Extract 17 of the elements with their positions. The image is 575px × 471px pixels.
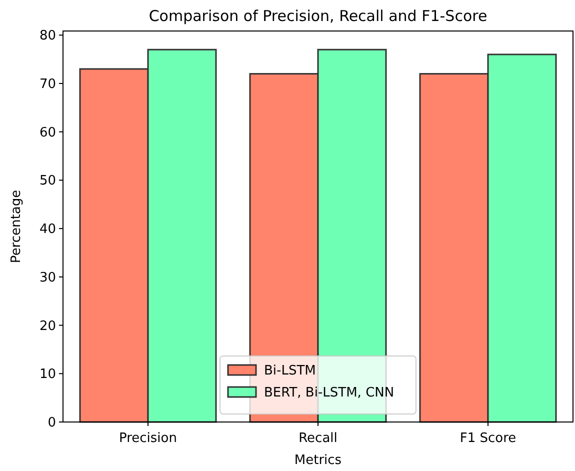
y-tick-label: 50 bbox=[39, 174, 56, 189]
y-tick-label: 80 bbox=[39, 28, 56, 44]
y-tick-label: 10 bbox=[39, 367, 56, 382]
y-axis-title: Percentage bbox=[9, 190, 24, 264]
x-tick-label: Precision bbox=[118, 431, 178, 446]
x-tick-label: Recall bbox=[298, 431, 338, 446]
x-axis-title: Metrics bbox=[294, 453, 342, 468]
legend-label: BERT, Bi-LSTM, CNN bbox=[264, 386, 394, 401]
y-tick-label: 20 bbox=[39, 318, 56, 334]
y-tick-label: 0 bbox=[48, 416, 56, 431]
y-tick-label: 60 bbox=[39, 125, 56, 140]
x-tick-label: F1 Score bbox=[460, 431, 516, 446]
legend-label: Bi-LSTM bbox=[264, 364, 316, 379]
y-tick-label: 70 bbox=[39, 77, 56, 92]
y-tick-label: 30 bbox=[39, 270, 56, 286]
y-tick-label: 40 bbox=[39, 222, 56, 238]
chart-title: Comparison of Precision, Recall and F1-Score bbox=[148, 7, 488, 25]
